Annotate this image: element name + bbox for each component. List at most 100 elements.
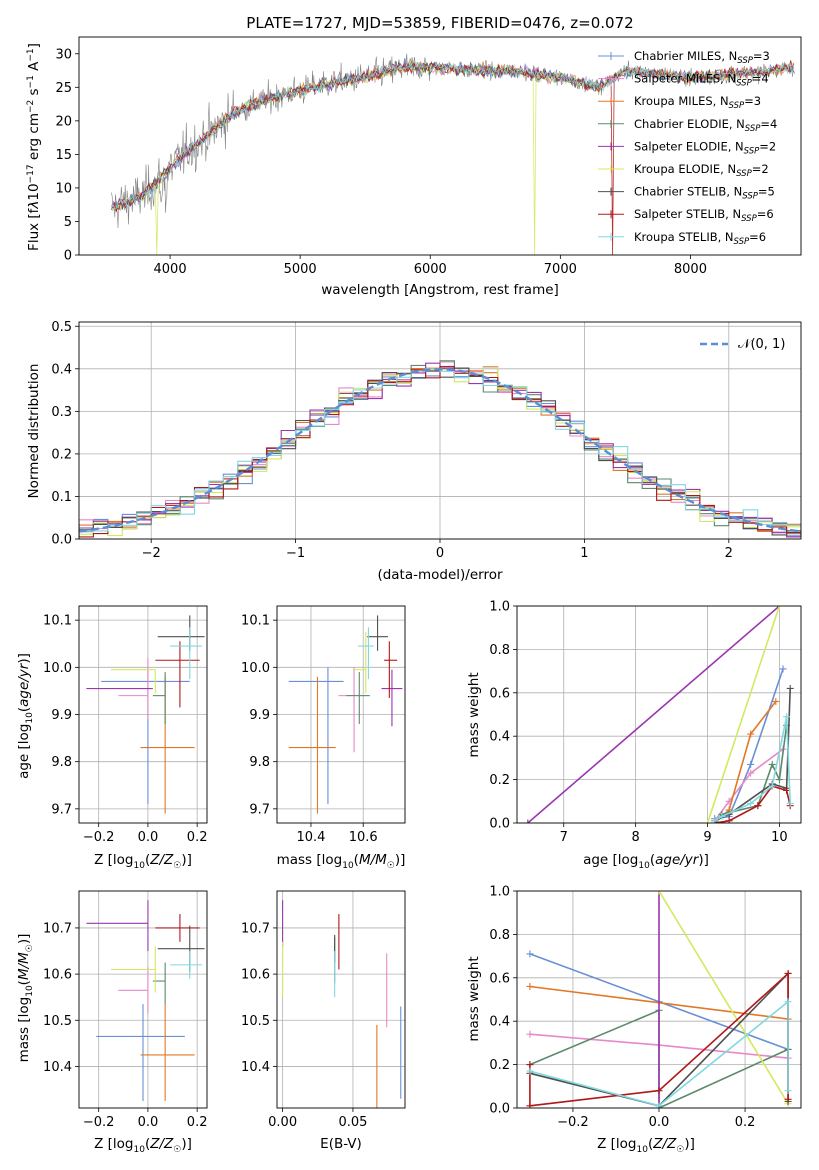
x-tick-label: 0.0 [138,1115,159,1130]
weight-age-line-8 [714,716,791,822]
legend-label-0: Chabrier MILES, NSSP=3 [634,49,770,66]
weight-age-marker-0 [747,760,755,768]
y-tick-label: 10.4 [241,1060,270,1075]
x-tick-label: −0.2 [83,830,115,845]
histogram-legend: 𝒩(0, 1) [700,337,785,352]
weight-age-marker-5 [704,819,712,823]
weight-z-line-8 [529,1000,789,1107]
x-tick-label: 1 [580,546,588,561]
legend-label-4: Salpeter ELODIE, NSSP=2 [634,139,776,156]
weight-z-series [526,891,792,1108]
gaussian-legend-label: 𝒩(0, 1) [738,337,785,352]
mass-vs-ebv-panel: 0.00 0.05 10.4 10.5 10.6 10.7 [241,890,406,1130]
weight-age-marker-6 [786,684,794,692]
y-tick-label: 0.0 [51,533,72,548]
y-tick-label: 0.4 [489,1015,510,1030]
weight-age-marker-7 [725,817,733,823]
weight-age-line-4 [527,606,780,823]
y-tick-label: 0.6 [489,971,510,986]
y-tick-label: 25 [55,81,72,96]
y-tick-label: 9.7 [51,802,72,817]
weight-vs-z-ylabel: mass weight [466,956,482,1041]
weight-age-marker-8 [711,817,719,823]
y-tick-label: 0.0 [489,1102,510,1117]
weight-z-marker-5 [655,891,663,895]
weight-age-marker-4 [524,819,532,823]
histogram-panel: −2 −1 0 1 2 0.0 0.1 0.2 0.3 0.4 0.5 (data-model)/e… [26,320,802,583]
y-tick-label: 10.0 [43,661,72,676]
axes-frame [78,605,208,824]
y-tick-label: 9.7 [249,802,270,817]
weight-z-marker-0 [526,950,534,958]
age-vs-metallicity-panel: −0.2 0.0 0.2 9.7 9.8 9.9 10.0 10.1 [43,605,208,845]
weight-z-marker-8 [784,998,792,1006]
x-tick-label: 2 [725,546,733,561]
model-spectrum-5 [111,60,795,255]
weight-age-marker-3 [775,776,783,784]
legend-label-5: Kroupa ELODIE, NSSP=2 [634,162,769,179]
y-tick-label: 20 [55,114,72,129]
y-tick-label: 10.1 [43,614,72,629]
age-vs-mass-panel: 10.4 10.6 9.7 9.8 9.9 10.0 10.1 [241,605,406,845]
x-tick-label: 0.05 [338,1115,367,1130]
histogram-plot-area: −2 −1 0 1 2 0.0 0.1 0.2 0.3 0.4 0.5 [51,320,802,561]
weight-age-marker-8 [768,782,776,790]
weight-age-marker-7 [754,802,762,810]
weight-age-marker-8 [747,799,755,807]
y-tick-label: 0.2 [489,773,510,788]
y-tick-label: 10.5 [43,1014,72,1029]
legend-label-3: Chabrier ELODIE, NSSP=4 [634,117,777,134]
x-tick-label: 8 [631,830,639,845]
model-spectrum-8 [111,61,795,210]
x-tick-label: 0.2 [187,830,208,845]
mass-vs-ebv-xlabel: E(B-V) [320,1136,362,1152]
legend-label-8: Kroupa STELIB, NSSP=6 [634,230,766,247]
axes-frame [276,605,406,824]
mass-ebv-points [282,900,402,1108]
weight-vs-metallicity-panel: −0.2 0.0 0.2 0.0 0.2 0.4 0.6 0.8 1.0 [489,885,802,1130]
y-tick-label: 0.0 [489,817,510,832]
x-tick-label: −1 [286,546,305,561]
axes-frame [78,36,802,256]
y-tick-label: 0.4 [51,362,72,377]
axes-frame [516,890,802,1109]
y-tick-label: 9.8 [249,755,270,770]
spectrum-panel: PLATE=1727, MJD=53859, FIBERID=0476, z=0… [26,14,802,298]
weight-vs-age-panel: 7 8 9 10 0.0 0.2 0.4 0.6 0.8 1.0 [489,600,802,845]
y-tick-label: 0.8 [489,643,510,658]
spectrum-title: PLATE=1727, MJD=53859, FIBERID=0476, z=0… [246,14,633,32]
y-tick-label: 5 [64,215,72,230]
weight-age-line-0 [714,668,784,820]
x-tick-label: 6000 [414,262,447,277]
weight-vs-z-xlabel: Z [log10(Z/Z☉)] [597,1136,695,1155]
y-tick-label: 0.8 [489,928,510,943]
x-tick-label: −0.2 [557,1115,589,1130]
weight-age-marker-8 [786,799,794,807]
weight-age-marker-1 [747,769,755,777]
x-tick-label: 5000 [284,262,317,277]
x-tick-label: 0.0 [649,1115,670,1130]
histogram-steps [79,360,801,538]
weight-z-marker-7 [526,1102,534,1108]
y-tick-label: 10.6 [43,968,72,983]
y-tick-label: 10.6 [241,968,270,983]
axes-frame [276,890,406,1109]
x-tick-label: 10.6 [349,830,378,845]
weight-age-marker-3 [768,760,776,768]
y-tick-label: 9.8 [51,755,72,770]
weight-z-marker-7 [784,1095,792,1103]
x-tick-label: 0.0 [138,830,159,845]
legend-label-6: Chabrier STELIB, NSSP=5 [634,185,775,202]
histogram-ylabel: Normed distribution [26,364,42,499]
y-tick-label: 10.1 [241,614,270,629]
y-tick-label: 0.3 [51,405,72,420]
y-tick-label: 9.9 [51,708,72,723]
weight-age-series [524,606,794,823]
weight-vs-age-ylabel: mass weight [466,672,482,757]
weight-age-marker-2 [772,697,780,705]
axes-frame [78,890,208,1109]
y-tick-label: 0.6 [489,686,510,701]
y-tick-label: 10.7 [241,921,270,936]
y-tick-label: 10.4 [43,1060,72,1075]
